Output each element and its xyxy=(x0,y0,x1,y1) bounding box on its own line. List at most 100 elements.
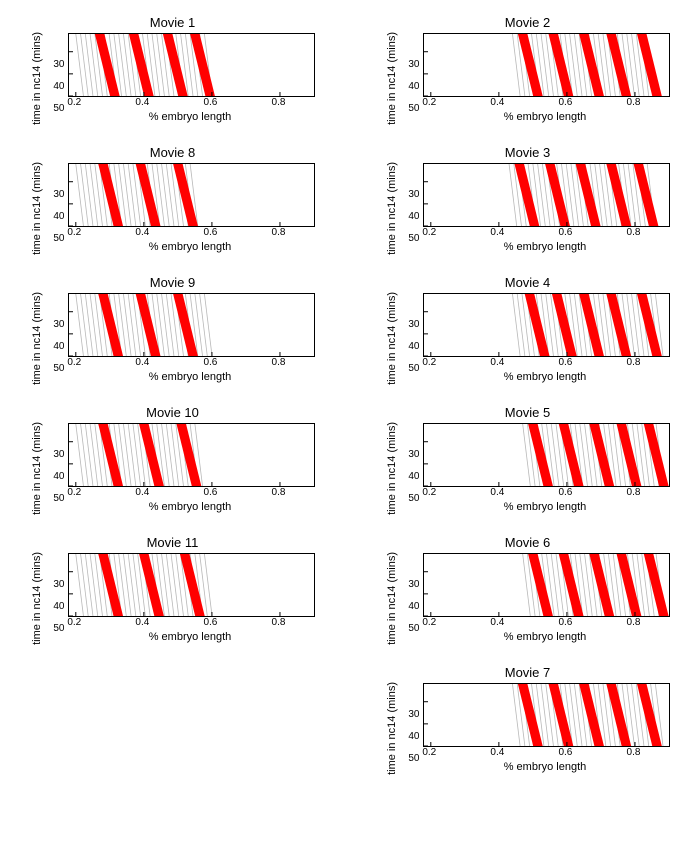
panel-title: Movie 8 xyxy=(150,145,196,160)
chart-panel: Movie 3time in nc14 (mins)3040500.20.40.… xyxy=(365,145,690,255)
plot-area xyxy=(68,553,315,617)
y-tick-label: 50 xyxy=(53,104,64,114)
y-tick-label: 30 xyxy=(408,320,419,330)
x-ticks: 0.20.40.60.8 xyxy=(68,97,313,109)
x-tick-label: 0.2 xyxy=(422,357,436,368)
x-axis-label: % embryo length xyxy=(68,111,313,123)
y-ticks: 304050 xyxy=(402,307,420,369)
x-axis-label: % embryo length xyxy=(68,501,313,513)
chart-panel: Movie 7time in nc14 (mins)3040500.20.40.… xyxy=(365,665,690,775)
plot-area xyxy=(68,33,315,97)
y-tick-label: 40 xyxy=(408,602,419,612)
y-axis-label: time in nc14 (mins) xyxy=(386,32,398,125)
x-ticks: 0.20.40.60.8 xyxy=(68,357,313,369)
x-tick-label: 0.2 xyxy=(422,487,436,498)
y-tick-label: 30 xyxy=(408,580,419,590)
x-tick-label: 0.6 xyxy=(558,97,572,108)
y-tick-label: 30 xyxy=(408,710,419,720)
chart-panel: Movie 11time in nc14 (mins)3040500.20.40… xyxy=(10,535,335,645)
x-tick-label: 0.4 xyxy=(490,747,504,758)
y-ticks: 304050 xyxy=(402,567,420,629)
chart-panel: Movie 9time in nc14 (mins)3040500.20.40.… xyxy=(10,275,335,385)
x-tick-label: 0.2 xyxy=(422,617,436,628)
x-axis-label: % embryo length xyxy=(423,761,668,773)
y-axis-label: time in nc14 (mins) xyxy=(386,162,398,255)
x-tick-label: 0.6 xyxy=(558,487,572,498)
panel-title: Movie 9 xyxy=(150,275,196,290)
y-tick-label: 50 xyxy=(53,494,64,504)
x-axis-label: % embryo length xyxy=(68,631,313,643)
x-tick-label: 0.8 xyxy=(272,357,286,368)
y-axis-label: time in nc14 (mins) xyxy=(31,292,43,385)
x-tick-label: 0.6 xyxy=(558,747,572,758)
x-tick-label: 0.8 xyxy=(272,617,286,628)
y-axis-label: time in nc14 (mins) xyxy=(31,32,43,125)
x-ticks: 0.2 0.4 0.6 0.8 xyxy=(423,227,668,239)
x-tick-label: 0.6 xyxy=(558,357,572,368)
y-ticks: 304050 xyxy=(47,47,65,109)
chart-panel: Movie 1 time in nc14 (mins) 30 40 50 0.20.40.… xyxy=(10,15,335,125)
chart-panel: Movie 8time in nc14 (mins)3040500.20.40.… xyxy=(10,145,335,255)
chart-panel: Movie 6time in nc14 (mins)3040500.20.40.… xyxy=(365,535,690,645)
x-axis-label: % embryo length xyxy=(68,241,313,253)
y-tick-label: 30 xyxy=(53,190,64,200)
y-tick-label: 40 xyxy=(53,82,64,92)
plot-area xyxy=(423,423,670,487)
x-tick-label: 0.6 xyxy=(203,357,217,368)
x-tick-label: 0.8 xyxy=(272,487,286,498)
x-tick-label: 0.2 xyxy=(422,227,436,238)
x-tick-label: 0.4 xyxy=(490,487,504,498)
y-ticks: 304050 xyxy=(402,437,420,499)
x-ticks: 0.20.40.60.8 xyxy=(423,747,668,759)
x-tick-label: 0.8 xyxy=(272,227,286,238)
panel-title: Movie 1 xyxy=(150,15,196,30)
y-tick-label: 50 xyxy=(53,234,64,244)
x-tick-label: 0.2 xyxy=(67,357,81,368)
x-tick-label: 0.4 xyxy=(490,227,504,238)
chart-panel: Movie 2time in nc14 (mins)3040500.20.40.… xyxy=(365,15,690,125)
x-axis-label: % embryo length xyxy=(68,371,313,383)
panel-title: Movie 3 xyxy=(505,145,551,160)
y-tick-label: 30 xyxy=(53,320,64,330)
plot-area xyxy=(68,293,315,357)
y-tick-label: 30 xyxy=(408,450,419,460)
plot-area xyxy=(423,293,670,357)
y-tick-label: 40 xyxy=(408,212,419,222)
x-tick-label: 0.6 xyxy=(203,227,217,238)
x-tick-label: 0.4 xyxy=(490,617,504,628)
y-axis-label: time in nc14 (mins) xyxy=(386,422,398,515)
y-ticks: 304050 xyxy=(402,177,420,239)
plot-area xyxy=(423,553,670,617)
x-tick-label: 0.4 xyxy=(135,97,149,108)
x-tick-label: 0.2 xyxy=(422,747,436,758)
x-axis-label: % embryo length xyxy=(423,241,668,253)
x-tick-label: 0.6 xyxy=(558,227,572,238)
x-ticks: 0.20.40.60.8 xyxy=(423,617,668,629)
y-axis-label: time in nc14 (mins) xyxy=(386,682,398,775)
y-tick-label: 50 xyxy=(408,364,419,374)
x-tick-label: 0.4 xyxy=(490,97,504,108)
x-tick-label: 0.8 xyxy=(627,97,641,108)
chart-panel: Movie 5time in nc14 (mins)3040500.20.40.… xyxy=(365,405,690,515)
x-tick-label: 0.2 xyxy=(67,617,81,628)
x-tick-label: 0.8 xyxy=(272,97,286,108)
x-tick-label: 0.8 xyxy=(627,227,641,238)
x-ticks: 0.20.40.60.8 xyxy=(68,487,313,499)
y-axis-label: time in nc14 (mins) xyxy=(386,292,398,385)
y-tick-label: 40 xyxy=(408,472,419,482)
plot-area xyxy=(68,163,315,227)
x-ticks: 0.20.40.60.8 xyxy=(423,357,668,369)
y-ticks: 304050 xyxy=(47,177,65,239)
y-axis-label: time in nc14 (mins) xyxy=(386,552,398,645)
chart-panel: Movie 10time in nc14 (mins)3040500.20.40… xyxy=(10,405,335,515)
panel-title: Movie 7 xyxy=(505,665,551,680)
panel-title: Movie 10 xyxy=(146,405,199,420)
y-ticks: 304050 xyxy=(402,47,420,109)
x-axis-label: % embryo length xyxy=(423,371,668,383)
y-tick-label: 40 xyxy=(408,342,419,352)
y-tick-label: 30 xyxy=(53,60,64,70)
plot-area xyxy=(68,423,315,487)
x-tick-label: 0.6 xyxy=(203,617,217,628)
x-ticks: 0.20.40.60.8 xyxy=(423,487,668,499)
x-tick-label: 0.6 xyxy=(203,487,217,498)
